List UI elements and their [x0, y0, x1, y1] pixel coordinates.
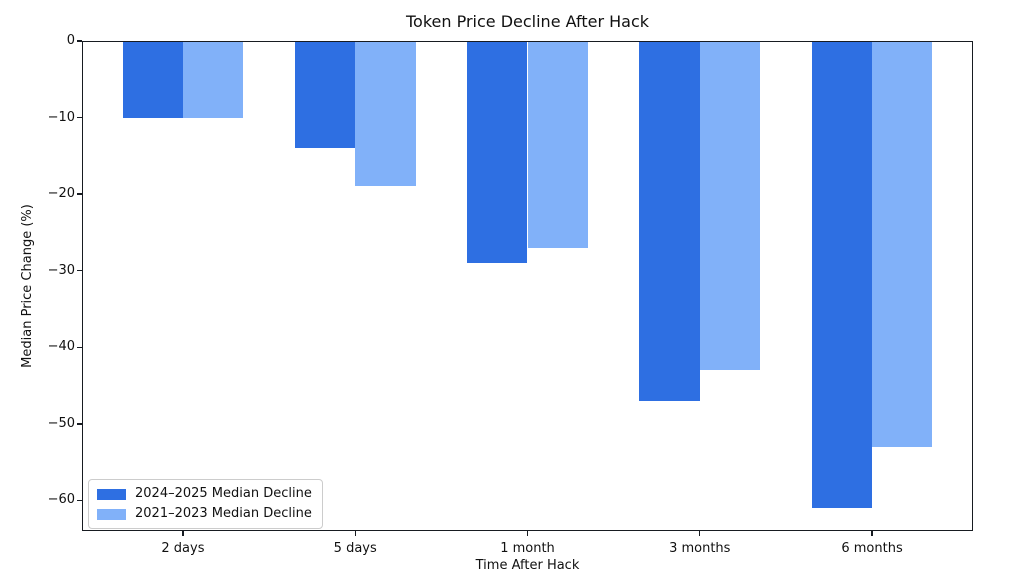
bar-2021-2023-median-decline-1-month: [527, 42, 588, 248]
chart-title: Token Price Decline After Hack: [405, 12, 650, 31]
bar-2024-2025-median-decline-3-months: [639, 42, 700, 401]
y-tick-label-1: −10: [47, 109, 75, 125]
bar-2021-2023-median-decline-2-days: [182, 42, 244, 118]
y-tick-label-3: −30: [47, 262, 75, 278]
legend-label-2021-2023: 2021–2023 Median Decline: [135, 506, 312, 521]
legend-entry-2024-2025: 2024–2025 Median Decline: [97, 485, 312, 503]
bar-2024-2025-median-decline-2-days: [122, 42, 183, 118]
y-tick-1: [77, 116, 82, 119]
y-tick-4: [77, 346, 82, 348]
y-tick-2: [77, 193, 82, 195]
y-tick-label-0: 0: [66, 33, 75, 48]
y-tick-0: [77, 40, 82, 42]
bar-2024-2025-median-decline-6-months: [811, 42, 873, 509]
legend-swatch-2021-2023: [97, 508, 126, 520]
x-tick-label-6-months: 6 months: [841, 541, 903, 556]
legend: 2024–2025 Median Decline 2021–2023 Media…: [88, 479, 323, 529]
y-tick-label-6: −60: [47, 492, 75, 508]
x-tick-label-5-days: 5 days: [333, 541, 377, 556]
legend-entry-2021-2023: 2021–2023 Median Decline: [97, 505, 312, 523]
y-tick-3: [77, 269, 82, 272]
y-tick-label-5: −50: [47, 415, 75, 431]
y-tick-label-2: −20: [47, 186, 75, 202]
y-tick-5: [77, 423, 82, 425]
x-axis-label: Time After Hack: [475, 558, 580, 573]
y-tick-label-4: −40: [47, 339, 75, 355]
x-tick-6-months: [871, 531, 873, 536]
legend-swatch-2024-2025: [97, 488, 126, 500]
legend-label-2024-2025: 2024–2025 Median Decline: [135, 486, 312, 501]
x-tick-label-2-days: 2 days: [161, 541, 205, 556]
bar-2024-2025-median-decline-1-month: [467, 42, 528, 264]
x-tick-3-months: [699, 531, 701, 536]
bar-2021-2023-median-decline-3-months: [699, 42, 761, 371]
bar-2024-2025-median-decline-5-days: [294, 42, 356, 149]
x-tick-label-1-month: 1 month: [500, 541, 555, 556]
bar-2021-2023-median-decline-6-months: [872, 42, 933, 447]
x-tick-1-month: [526, 531, 529, 536]
x-tick-label-3-months: 3 months: [669, 541, 731, 556]
bar-2021-2023-median-decline-5-days: [355, 42, 416, 187]
x-tick-5-days: [354, 531, 356, 536]
x-tick-2-days: [182, 531, 184, 536]
y-tick-6: [77, 499, 82, 502]
